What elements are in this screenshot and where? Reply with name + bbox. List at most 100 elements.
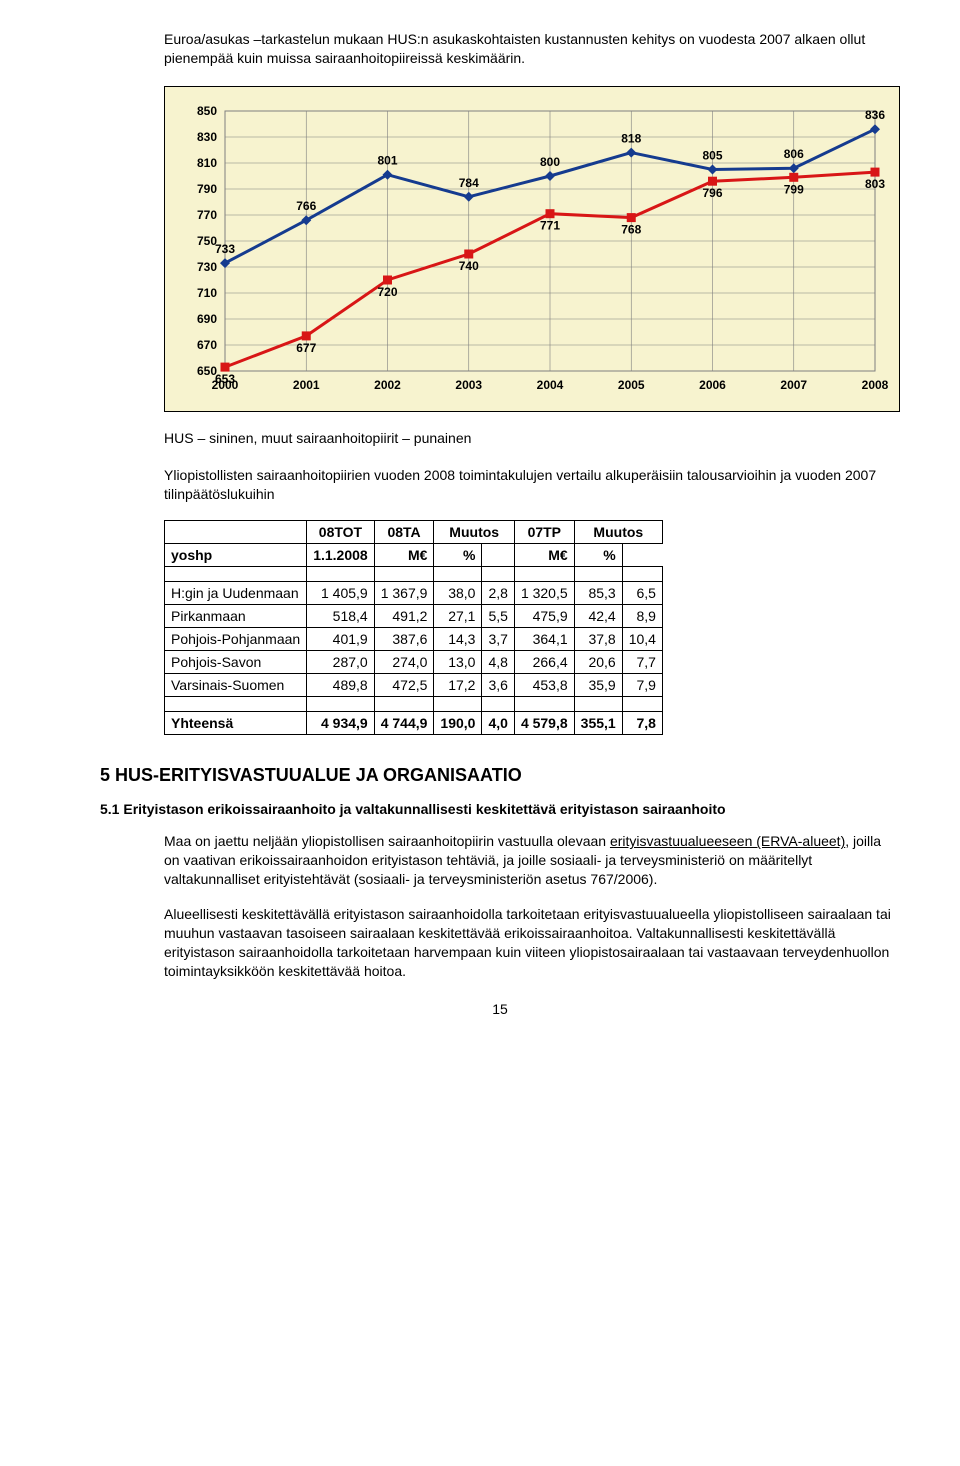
table-cell: 475,9 <box>514 604 574 627</box>
svg-text:2006: 2006 <box>699 378 726 392</box>
table-cell: 4 744,9 <box>374 711 434 734</box>
svg-text:2004: 2004 <box>537 378 564 392</box>
intro-text: Euroa/asukas –tarkastelun mukaan HUS:n a… <box>164 30 900 68</box>
table-cell: 4 579,8 <box>514 711 574 734</box>
table-cell: Pirkanmaan <box>165 604 307 627</box>
section-5-1-title: 5.1 Erityistason erikoissairaanhoito ja … <box>100 800 900 819</box>
svg-text:810: 810 <box>197 156 217 170</box>
table-cell: 20,6 <box>574 650 622 673</box>
table-cell: 38,0 <box>434 581 482 604</box>
svg-text:2007: 2007 <box>780 378 807 392</box>
table-cell: Yhteensä <box>165 711 307 734</box>
table-cell: Pohjois-Pohjanmaan <box>165 627 307 650</box>
table-cell: H:gin ja Uudenmaan <box>165 581 307 604</box>
table-cell: 518,4 <box>307 604 375 627</box>
svg-text:2003: 2003 <box>455 378 482 392</box>
svg-text:730: 730 <box>197 260 217 274</box>
table-cell: 453,8 <box>514 673 574 696</box>
table-cell: 13,0 <box>434 650 482 673</box>
table-header-cell: M€ <box>514 543 574 566</box>
table-cell: 5,5 <box>482 604 514 627</box>
table-header-cell <box>165 520 307 543</box>
table-cell: 7,9 <box>622 673 662 696</box>
table-cell: 401,9 <box>307 627 375 650</box>
table-cell: 14,3 <box>434 627 482 650</box>
svg-text:836: 836 <box>865 108 885 122</box>
svg-text:677: 677 <box>296 341 316 355</box>
table-cell: 287,0 <box>307 650 375 673</box>
table-header-cell: Muutos <box>574 520 662 543</box>
p1-underlined: erityisvastuualueeseen (ERVA-alueet) <box>610 833 845 849</box>
svg-text:800: 800 <box>540 155 560 169</box>
table-cell: 1 367,9 <box>374 581 434 604</box>
table-cell: 42,4 <box>574 604 622 627</box>
table-cell: 10,4 <box>622 627 662 650</box>
comparison-table: 08TOT08TAMuutos07TPMuutosyoshp1.1.2008M€… <box>164 520 663 735</box>
table-cell: 4,0 <box>482 711 514 734</box>
table-cell: 7,7 <box>622 650 662 673</box>
table-header-cell <box>482 543 514 566</box>
svg-text:770: 770 <box>197 208 217 222</box>
svg-text:805: 805 <box>702 148 722 162</box>
table-cell: Pohjois-Savon <box>165 650 307 673</box>
page-number: 15 <box>100 1001 900 1017</box>
table-header-cell: 08TOT <box>307 520 375 543</box>
table-header-cell: 08TA <box>374 520 434 543</box>
table-header-cell: 07TP <box>514 520 574 543</box>
svg-text:830: 830 <box>197 130 217 144</box>
table-cell: 2,8 <box>482 581 514 604</box>
table-header-cell: % <box>574 543 622 566</box>
table-cell: 1 320,5 <box>514 581 574 604</box>
svg-text:2005: 2005 <box>618 378 645 392</box>
table-cell: 6,5 <box>622 581 662 604</box>
svg-text:710: 710 <box>197 286 217 300</box>
line-chart: 6506706907107307507707908108308502000200… <box>175 101 895 401</box>
table-cell: 489,8 <box>307 673 375 696</box>
section-5-title: 5 HUS-ERITYISVASTUUALUE JA ORGANISAATIO <box>100 765 900 786</box>
table-header-cell: M€ <box>374 543 434 566</box>
table-cell: 17,2 <box>434 673 482 696</box>
svg-text:818: 818 <box>621 131 641 145</box>
svg-text:771: 771 <box>540 218 560 232</box>
p1-part-a: Maa on jaettu neljään yliopistollisen sa… <box>164 833 610 849</box>
table-cell: 472,5 <box>374 673 434 696</box>
table-cell: 491,2 <box>374 604 434 627</box>
table-cell: 190,0 <box>434 711 482 734</box>
chart-container: 6506706907107307507707908108308502000200… <box>164 86 900 412</box>
svg-text:850: 850 <box>197 104 217 118</box>
table-intro: Yliopistollisten sairaanhoitopiirien vuo… <box>164 466 900 504</box>
svg-text:766: 766 <box>296 199 316 213</box>
table-header-cell: yoshp <box>165 543 307 566</box>
table-cell: 364,1 <box>514 627 574 650</box>
svg-text:2002: 2002 <box>374 378 401 392</box>
table-cell: Varsinais-Suomen <box>165 673 307 696</box>
svg-text:2008: 2008 <box>862 378 889 392</box>
table-cell: 37,8 <box>574 627 622 650</box>
table-cell: 266,4 <box>514 650 574 673</box>
svg-text:690: 690 <box>197 312 217 326</box>
table-cell: 7,8 <box>622 711 662 734</box>
svg-text:803: 803 <box>865 177 885 191</box>
svg-text:799: 799 <box>784 182 804 196</box>
svg-text:740: 740 <box>459 259 479 273</box>
svg-text:790: 790 <box>197 182 217 196</box>
svg-text:801: 801 <box>377 153 397 167</box>
svg-text:768: 768 <box>621 222 641 236</box>
table-cell: 387,6 <box>374 627 434 650</box>
table-cell: 4,8 <box>482 650 514 673</box>
table-header-cell: % <box>434 543 482 566</box>
paragraph-1: Maa on jaettu neljään yliopistollisen sa… <box>164 832 900 889</box>
table-cell: 35,9 <box>574 673 622 696</box>
table-cell: 27,1 <box>434 604 482 627</box>
svg-text:653: 653 <box>215 372 235 386</box>
table-cell: 3,6 <box>482 673 514 696</box>
svg-text:733: 733 <box>215 242 235 256</box>
table-header-cell: 1.1.2008 <box>307 543 375 566</box>
svg-text:806: 806 <box>784 147 804 161</box>
table-header-cell: Muutos <box>434 520 515 543</box>
table-cell: 4 934,9 <box>307 711 375 734</box>
svg-text:784: 784 <box>459 176 479 190</box>
svg-text:670: 670 <box>197 338 217 352</box>
table-cell: 1 405,9 <box>307 581 375 604</box>
table-cell: 85,3 <box>574 581 622 604</box>
